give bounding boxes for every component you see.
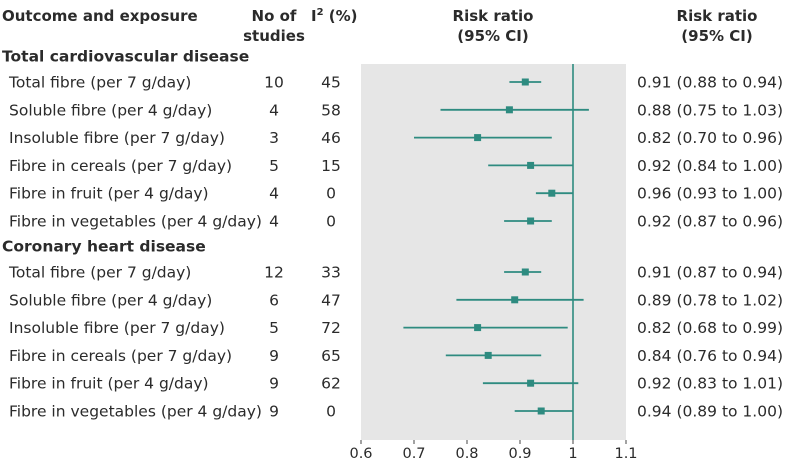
row-i2: 72: [321, 319, 341, 337]
header-ci-line2: (95% CI): [681, 27, 752, 45]
row-ci-text: 0.89 (0.78 to 1.02): [637, 291, 783, 309]
point-estimate-marker: [521, 78, 529, 86]
row-i2: 45: [321, 74, 341, 92]
row-label: Fibre in fruit (per 4 g/day): [9, 375, 209, 393]
row-ci-text: 0.91 (0.88 to 0.94): [637, 74, 783, 92]
row-i2: 47: [321, 291, 341, 309]
row-label: Total fibre (per 7 g/day): [8, 74, 191, 92]
header-i2-superscript: 2: [317, 7, 324, 18]
row-ci-text: 0.91 (0.87 to 0.94): [637, 264, 783, 282]
header-plot-line1: Risk ratio: [453, 7, 534, 25]
row-ci-text: 0.92 (0.87 to 0.96): [637, 213, 783, 231]
row-label: Insoluble fibre (per 7 g/day): [9, 129, 225, 147]
point-estimate-marker: [537, 407, 545, 415]
row-label: Soluble fibre (per 4 g/day): [9, 101, 212, 119]
x-tick-label: 0.7: [402, 446, 425, 462]
row-studies: 4: [269, 101, 279, 119]
row-studies: 4: [269, 213, 279, 231]
row-i2: 62: [321, 375, 341, 393]
row-ci-text: 0.84 (0.76 to 0.94): [637, 347, 783, 365]
row-studies: 12: [264, 264, 284, 282]
point-estimate-marker: [474, 134, 482, 142]
row-label: Fibre in vegetables (per 4 g/day): [9, 403, 262, 421]
point-estimate-marker: [527, 379, 535, 387]
x-axis: 0.6 0.7 0.8 0.9 1 1.1: [349, 440, 638, 462]
forest-rows: Total cardiovascular disease Total fibre …: [2, 48, 783, 421]
row-i2: 0: [326, 213, 336, 231]
point-estimate-marker: [548, 189, 556, 197]
row-studies: 9: [269, 375, 279, 393]
row-label: Fibre in cereals (per 7 g/day): [9, 157, 232, 175]
header-studies-line2: studies: [243, 27, 305, 45]
row-i2: 58: [321, 101, 341, 119]
row-i2: 0: [326, 185, 336, 203]
header-i2: I2 (%): [311, 7, 358, 25]
row-label: Soluble fibre (per 4 g/day): [9, 291, 212, 309]
point-estimate-marker: [474, 324, 482, 332]
row-i2: 15: [321, 157, 341, 175]
row-studies: 3: [269, 129, 279, 147]
row-label: Total fibre (per 7 g/day): [8, 264, 191, 282]
row-ci-text: 0.82 (0.68 to 0.99): [637, 319, 783, 337]
section-title: Total cardiovascular disease: [2, 48, 249, 66]
header-studies-line1: No of: [252, 7, 297, 25]
row-i2: 0: [326, 403, 336, 421]
point-estimate-marker: [484, 351, 492, 359]
row-studies: 9: [269, 403, 279, 421]
row-i2: 65: [321, 347, 341, 365]
point-estimate-marker: [527, 161, 535, 169]
row-ci-text: 0.92 (0.83 to 1.01): [637, 375, 783, 393]
row-studies: 5: [269, 157, 279, 175]
x-tick-label: 1.1: [614, 446, 637, 462]
point-estimate-marker: [505, 106, 513, 114]
row-ci-text: 0.88 (0.75 to 1.03): [637, 101, 783, 119]
header-ci-line1: Risk ratio: [677, 7, 758, 25]
row-label: Fibre in cereals (per 7 g/day): [9, 347, 232, 365]
row-studies: 6: [269, 291, 279, 309]
row-i2: 46: [321, 129, 341, 147]
row-studies: 5: [269, 319, 279, 337]
row-studies: 9: [269, 347, 279, 365]
header-outcome: Outcome and exposure: [2, 7, 198, 25]
row-label: Insoluble fibre (per 7 g/day): [9, 319, 225, 337]
x-tick-label: 1: [568, 446, 577, 462]
x-tick-label: 0.8: [455, 446, 478, 462]
x-tick-label: 0.6: [349, 446, 372, 462]
row-ci-text: 0.82 (0.70 to 0.96): [637, 129, 783, 147]
row-studies: 10: [264, 74, 284, 92]
header-i2-letter: I: [311, 7, 317, 25]
plot-panel: [361, 64, 626, 440]
point-estimate-marker: [511, 296, 519, 304]
row-label: Fibre in vegetables (per 4 g/day): [9, 213, 262, 231]
x-tick-label: 0.9: [508, 446, 531, 462]
section-title: Coronary heart disease: [2, 238, 206, 256]
row-ci-text: 0.92 (0.84 to 1.00): [637, 157, 783, 175]
point-estimate-marker: [521, 268, 529, 276]
row-i2: 33: [321, 264, 341, 282]
point-estimate-marker: [527, 217, 535, 225]
row-studies: 4: [269, 185, 279, 203]
header-plot-line2: (95% CI): [457, 27, 528, 45]
row-ci-text: 0.94 (0.89 to 1.00): [637, 403, 783, 421]
header-i2-suffix: (%): [324, 7, 358, 25]
row-label: Fibre in fruit (per 4 g/day): [9, 185, 209, 203]
row-ci-text: 0.96 (0.93 to 1.00): [637, 185, 783, 203]
